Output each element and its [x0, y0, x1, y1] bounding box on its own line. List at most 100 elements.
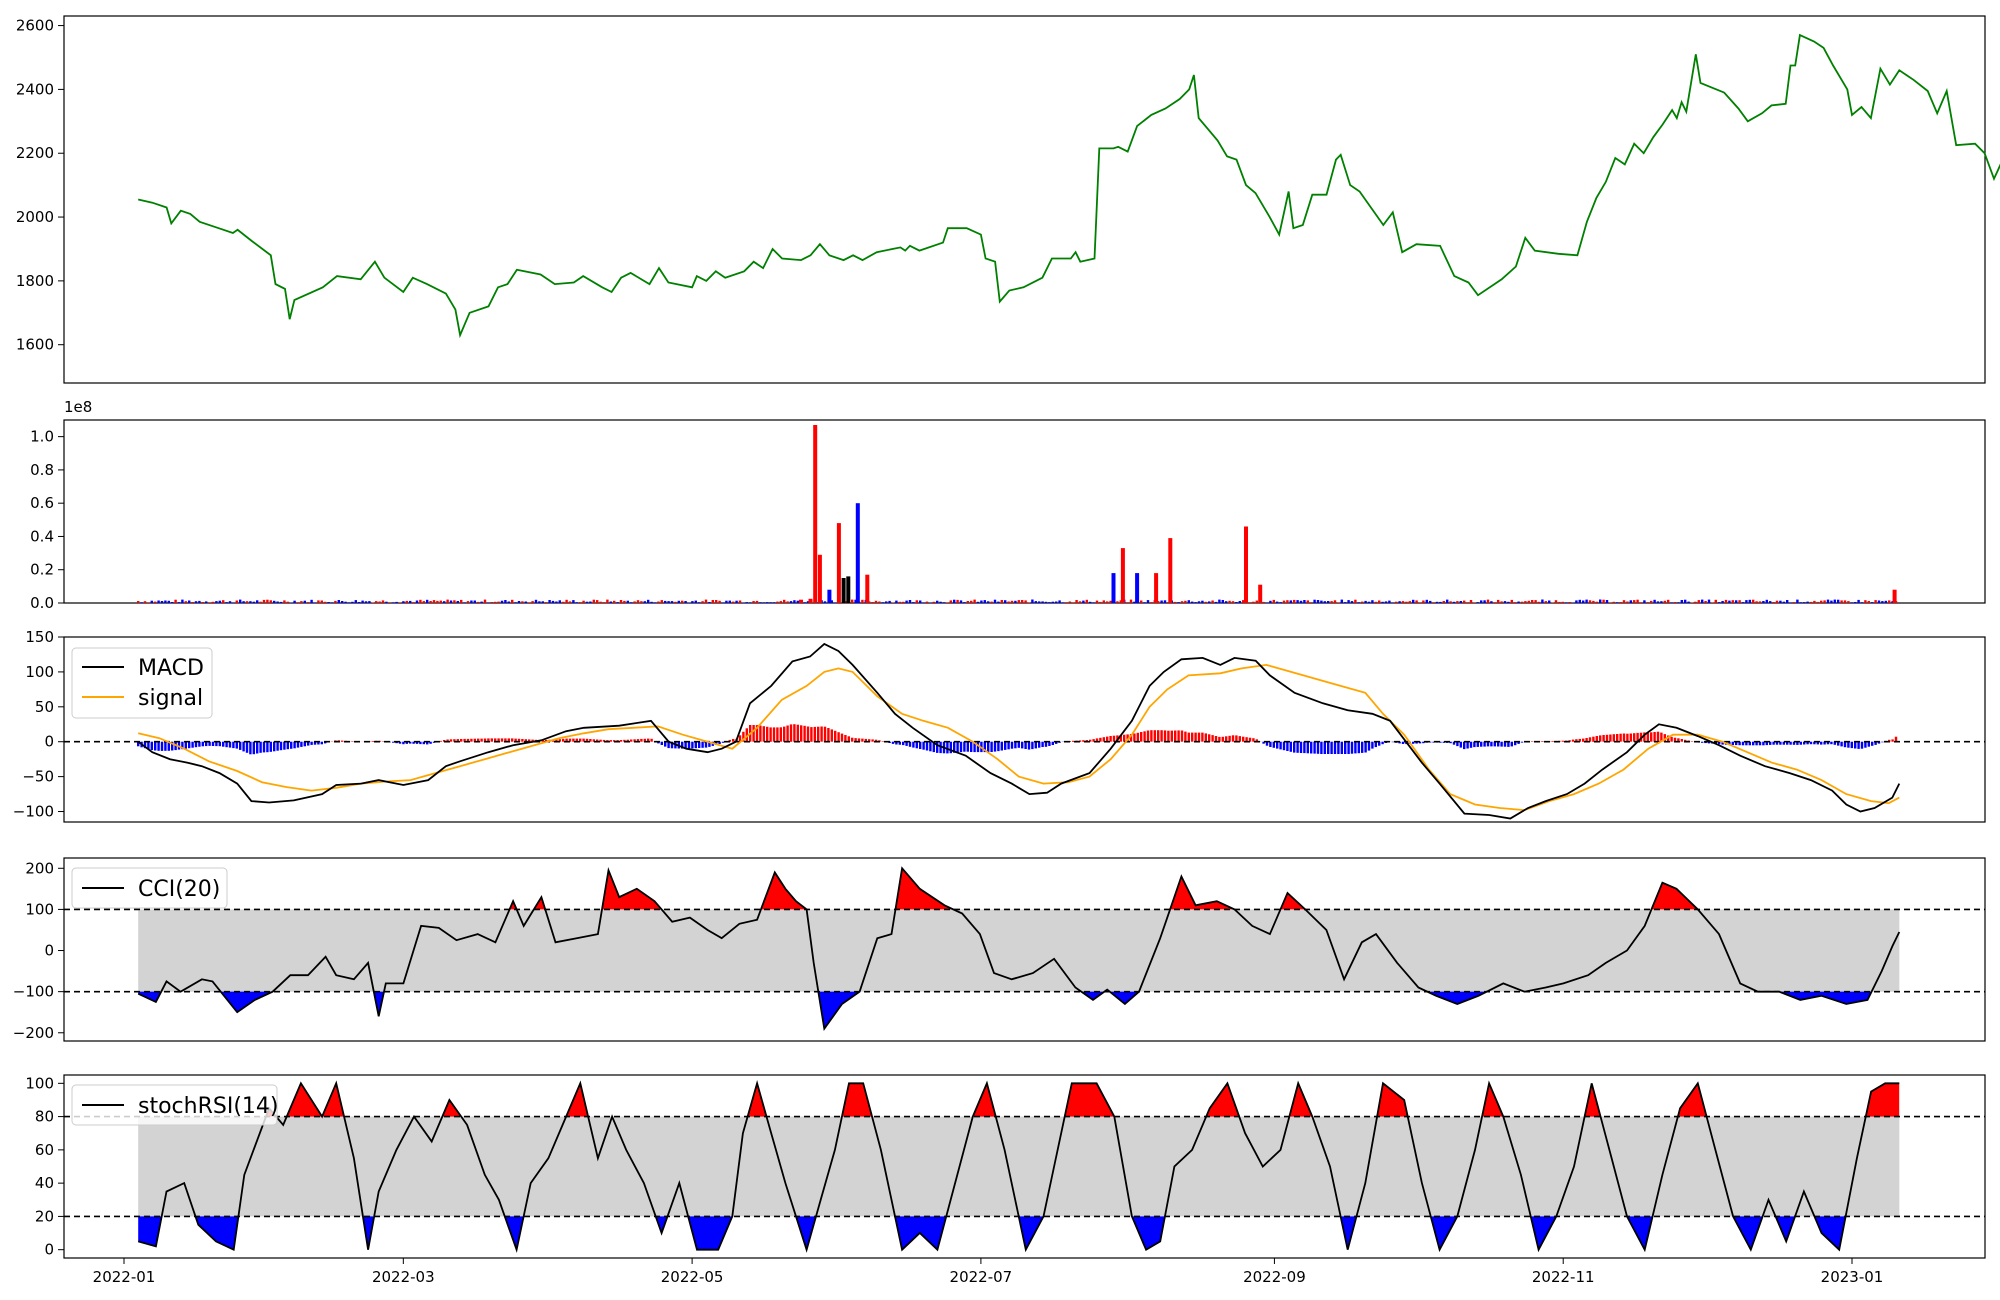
macd-histogram-bar [147, 741, 150, 750]
macd-histogram-bar [681, 741, 684, 749]
volume-bar [808, 598, 813, 603]
volume-bar [351, 601, 354, 603]
macd-histogram-bar [1099, 737, 1102, 742]
macd-histogram-bar [1289, 741, 1292, 752]
volume-bar [881, 602, 884, 603]
macd-histogram-bar [619, 740, 623, 742]
macd-histogram-bar [1231, 735, 1235, 742]
price-ytick-label: 2400 [16, 80, 54, 98]
volume-bar [606, 599, 609, 603]
volume-bar [1850, 602, 1853, 603]
volume-bar [623, 600, 626, 603]
macd-histogram-bar [1299, 741, 1303, 753]
volume-bar [1741, 602, 1745, 603]
macd-histogram-bar [575, 738, 578, 742]
volume-bar [779, 601, 782, 603]
macd-histogram-bar [1323, 741, 1326, 754]
macd-histogram-bar [803, 725, 806, 742]
volume-bar [160, 601, 164, 603]
macd-histogram-bar [1738, 741, 1741, 746]
volume-bar [137, 601, 140, 603]
volume-bar [1218, 599, 1221, 603]
xtick-label: 2022-03 [372, 1268, 435, 1286]
macd-histogram-bar [691, 741, 694, 749]
volume-bar [1364, 600, 1367, 603]
macd-histogram-bar [446, 739, 449, 742]
macd-histogram-bar [1626, 733, 1629, 742]
volume-bar [1585, 599, 1588, 603]
volume-bar [1493, 602, 1496, 603]
volume-bar [704, 599, 708, 603]
volume-bar [1412, 599, 1415, 603]
volume-bar [626, 600, 629, 603]
volume-bar [429, 601, 432, 603]
macd-histogram-bar [1153, 730, 1156, 742]
macd-histogram-bar [1401, 741, 1405, 744]
stochrsi-axes-frame [63, 1074, 1986, 1259]
volume-bar [1534, 600, 1537, 603]
macd-ytick-label: 50 [35, 698, 54, 716]
macd-histogram-bar [1272, 741, 1275, 748]
volume-bar [905, 600, 908, 603]
volume-bar [885, 601, 888, 603]
macd-histogram-bar [1483, 741, 1486, 747]
macd-histogram-bar [1381, 741, 1384, 745]
cci-ytick-label: 100 [25, 900, 54, 918]
volume-bar [330, 602, 334, 603]
volume-bar [803, 602, 806, 603]
macd-ytick-label: 100 [25, 663, 54, 681]
volume-bar [1282, 600, 1286, 603]
stochrsi-overbought-fill [973, 1084, 996, 1117]
macd-histogram-bar [228, 741, 232, 748]
volume-bar [378, 601, 381, 603]
macd-histogram-bar [215, 741, 218, 747]
stochrsi-overbought-fill [1377, 1083, 1408, 1117]
volume-bar [1133, 601, 1136, 603]
volume-bar [1769, 601, 1772, 603]
stochrsi-overbought-fill [1290, 1083, 1313, 1117]
volume-bar [256, 600, 259, 603]
macd-histogram-bar [1371, 741, 1374, 749]
macd-histogram-bar [1235, 735, 1238, 742]
volume-bar [636, 600, 640, 603]
macd-histogram-bar [1796, 741, 1799, 745]
macd-histogram-bar [1177, 730, 1180, 742]
macd-histogram-bar [276, 741, 279, 751]
macd-histogram-bar [184, 741, 187, 749]
volume-bar [1303, 600, 1306, 603]
macd-histogram-bar [1480, 741, 1483, 747]
volume-bar [1160, 600, 1163, 603]
volume-bar [1789, 602, 1792, 603]
volume-bar [922, 602, 925, 603]
volume-bar [640, 601, 643, 603]
volume-bar [1367, 601, 1371, 603]
volume-bar [650, 601, 653, 603]
macd-histogram-bar [874, 739, 878, 742]
macd-histogram-bar [997, 741, 1000, 752]
macd-histogram-bar [497, 738, 500, 742]
macd-histogram-bar [154, 741, 157, 751]
macd-ytick-label: −50 [22, 768, 54, 786]
volume-bar [154, 601, 157, 603]
macd-histogram-bar [1561, 740, 1564, 742]
cci-band [138, 909, 1900, 992]
volume-bar [1024, 600, 1027, 603]
cci-line [137, 866, 1901, 1032]
volume-bar [755, 600, 759, 603]
macd-histogram-bar [341, 740, 344, 742]
volume-bar [1111, 573, 1116, 603]
volume-bar [1082, 600, 1085, 603]
volume-bar [874, 600, 878, 603]
macd-histogram-bar [1228, 735, 1231, 742]
volume-bar [813, 425, 818, 603]
macd-histogram-bar [555, 739, 558, 742]
macd-histogram-bar [779, 727, 782, 742]
macd-histogram-bar [1660, 732, 1663, 742]
volume-bar [198, 600, 201, 603]
macd-histogram-bar [1017, 741, 1020, 748]
macd-histogram-bar [1174, 730, 1177, 742]
macd-histogram-bar [351, 741, 354, 742]
macd-histogram-bar [283, 741, 286, 750]
volume-bar [1429, 600, 1432, 603]
macd-histogram-bar [1520, 741, 1524, 743]
